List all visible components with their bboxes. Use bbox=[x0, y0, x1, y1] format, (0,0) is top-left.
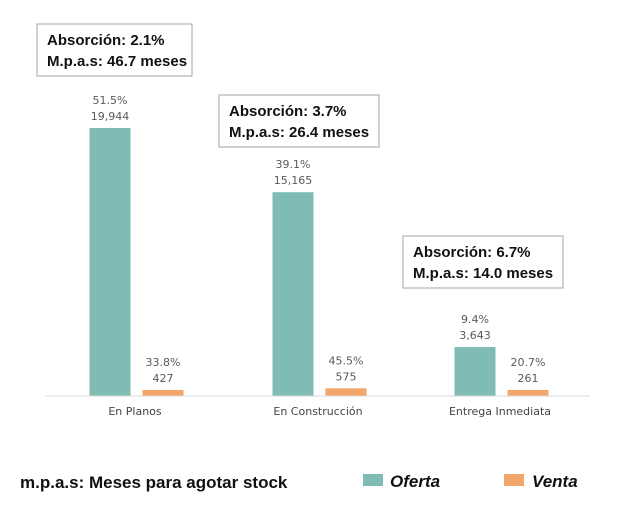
value-label-venta-3: 261 bbox=[518, 372, 539, 385]
footnote: m.p.a.s: Meses para agotar stock bbox=[20, 473, 288, 492]
pct-label-venta-3: 20.7% bbox=[511, 356, 546, 369]
bar-venta-2 bbox=[325, 388, 367, 396]
legend-swatch-venta bbox=[504, 474, 524, 486]
pct-label-oferta-3: 9.4% bbox=[461, 313, 489, 326]
category-labels: En Planos En Construcción Entrega Inmediat… bbox=[108, 405, 551, 418]
annotation-absorcion-3: Absorción: 6.7% bbox=[413, 244, 531, 261]
annotation-boxes: Absorción: 2.1% M.p.a.s: 46.7 meses Absorc… bbox=[36, 23, 564, 289]
pct-label-venta-2: 45.5% bbox=[329, 354, 364, 367]
legend-label-oferta: Oferta bbox=[390, 472, 440, 491]
annotation-box-1 bbox=[36, 23, 193, 77]
bar-oferta-1 bbox=[89, 128, 131, 396]
bar-venta-3 bbox=[507, 390, 549, 396]
bar-venta-1 bbox=[142, 390, 184, 396]
legend-label-venta: Venta bbox=[532, 472, 578, 491]
pct-label-oferta-1: 51.5% bbox=[93, 94, 128, 107]
value-label-venta-2: 575 bbox=[336, 370, 357, 383]
category-label-1: En Planos bbox=[108, 405, 162, 418]
annotation-absorcion-1: Absorción: 2.1% bbox=[47, 32, 165, 49]
annotation-mpas-2: M.p.a.s: 26.4 meses bbox=[229, 124, 369, 141]
annotation-mpas-1: M.p.a.s: 46.7 meses bbox=[47, 53, 187, 70]
category-label-2: En Construcción bbox=[273, 405, 362, 418]
pct-label-venta-1: 33.8% bbox=[146, 356, 181, 369]
annotation-mpas-3: M.p.a.s: 14.0 meses bbox=[413, 265, 553, 282]
category-label-3: Entrega Inmediata bbox=[449, 405, 551, 418]
legend: Oferta Venta bbox=[363, 472, 578, 491]
bar-oferta-3 bbox=[454, 347, 496, 396]
value-label-venta-1: 427 bbox=[153, 372, 174, 385]
legend-swatch-oferta bbox=[363, 474, 383, 486]
annotation-box-3 bbox=[402, 235, 564, 289]
bar-oferta-2 bbox=[272, 192, 314, 396]
value-label-oferta-2: 15,165 bbox=[274, 174, 313, 187]
annotation-absorcion-2: Absorción: 3.7% bbox=[229, 103, 347, 120]
bar-labels: 19,944 51.5% 427 33.8% 15,165 39.1% 575 45.5% 3,… bbox=[91, 94, 546, 385]
bars bbox=[89, 128, 549, 396]
value-label-oferta-3: 3,643 bbox=[459, 329, 491, 342]
annotation-box-2 bbox=[218, 94, 380, 148]
value-label-oferta-1: 19,944 bbox=[91, 110, 130, 123]
pct-label-oferta-2: 39.1% bbox=[276, 158, 311, 171]
